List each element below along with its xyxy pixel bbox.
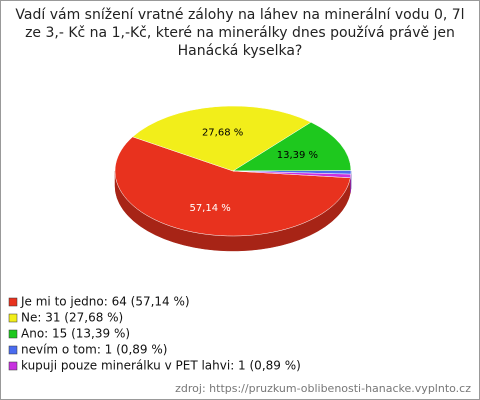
legend-label: kupuji pouze minerálku v PET lahvi: 1 (0… xyxy=(21,359,301,373)
legend-label: Je mi to jedno: 64 (57,14 %) xyxy=(20,295,190,309)
chart-title: Vadí vám snížení vratné zálohy na láhev … xyxy=(15,7,465,59)
legend-label: Ne: 31 (27,68 %) xyxy=(21,311,123,325)
data-label: 13,39 % xyxy=(277,150,318,161)
legend-swatch xyxy=(8,297,18,307)
data-label: 57,14 % xyxy=(189,203,230,214)
legend-swatch xyxy=(8,361,18,371)
legend-swatch xyxy=(8,345,18,355)
slice xyxy=(132,105,312,172)
legend-label: nevím o tom: 1 (0,89 %) xyxy=(21,343,167,357)
slice xyxy=(114,136,351,237)
slice xyxy=(232,121,352,172)
source: zdroj: https://pruzkum-oblibenosti-hanac… xyxy=(175,382,471,395)
data-label: 27,68 % xyxy=(202,127,243,138)
legend-swatch xyxy=(8,329,18,339)
legend-label: Ano: 15 (13,39 %) xyxy=(21,327,130,341)
legend-swatch xyxy=(8,313,18,323)
slice xyxy=(232,170,352,179)
